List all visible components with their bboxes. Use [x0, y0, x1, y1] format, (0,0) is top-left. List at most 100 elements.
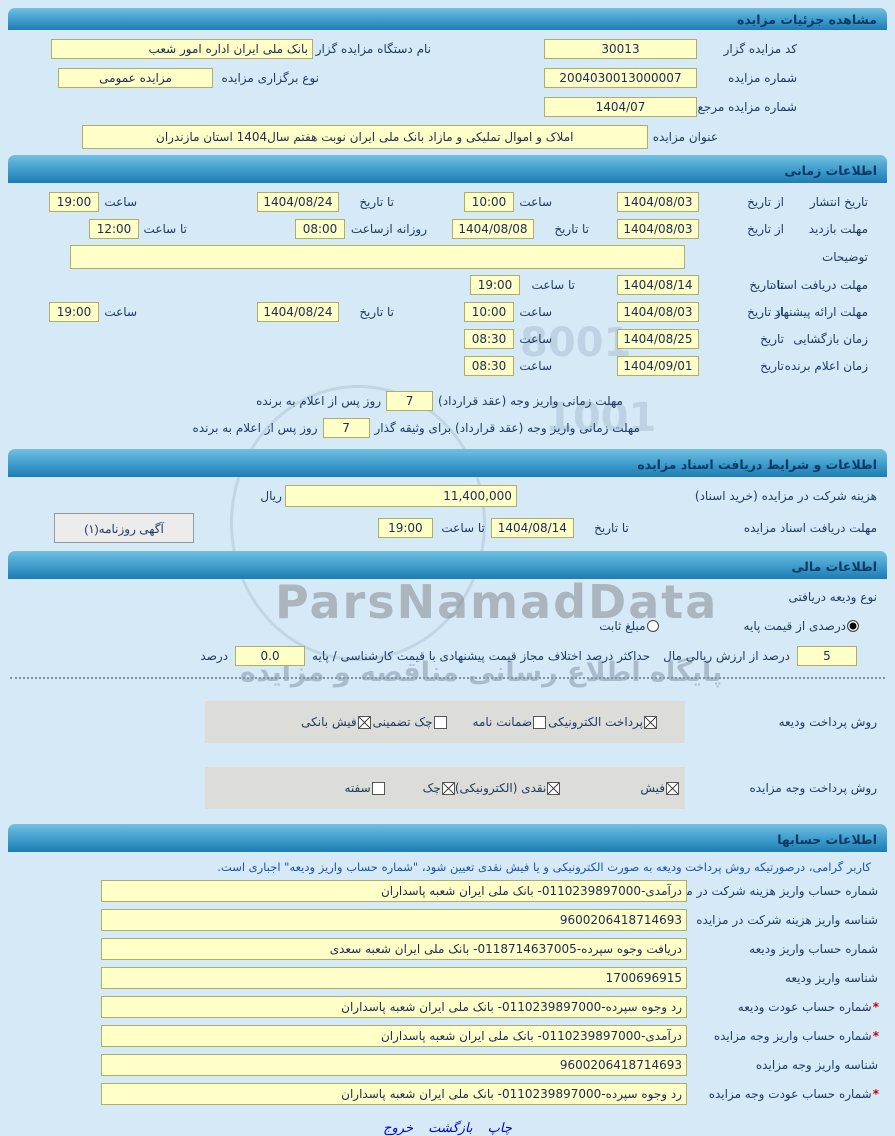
checkbox-cash-electronic-icon[interactable] — [547, 781, 561, 795]
checkbox-promissory-note-icon[interactable] — [371, 781, 385, 795]
account-row-field[interactable]: 9600206418714693 — [101, 1054, 687, 1076]
doc-deadline-date-field[interactable]: 1404/08/14 — [617, 274, 699, 295]
percent-row: 5 درصد از ارزش ریالی مال حداکثر درصد اخت… — [8, 645, 887, 667]
newspaper-ad-button[interactable]: آگهی روزنامه(۱) — [54, 513, 194, 543]
account-row-field[interactable]: درآمدی-0110239897000- بانک ملی ایران شعب… — [101, 1025, 687, 1047]
publish-from-date-field[interactable]: 1404/08/03 — [617, 191, 699, 212]
account-row: شماره حساب واریز هزینه شرکت در مزایده در… — [8, 880, 887, 902]
account-row-field[interactable]: درآمدی-0110239897000- بانک ملی ایران شعب… — [101, 880, 687, 902]
checkbox-cash-electronic-label[interactable]: نقدی (الکترونیکی) — [454, 781, 547, 795]
checkbox-check-label[interactable]: چک — [422, 781, 441, 795]
checkbox-receipt-icon[interactable] — [666, 781, 679, 795]
visit-from-time-field[interactable]: 08:00 — [295, 218, 345, 239]
notes-row: توضیحات — [8, 245, 887, 269]
account-row-field[interactable]: رد وجوه سپرده-0110239897000- بانک ملی ای… — [101, 996, 687, 1018]
offer-label: مهلت ارائه پیشنهاد — [774, 304, 868, 319]
checkbox-bank-receipt-icon[interactable] — [357, 715, 371, 729]
winner-date-field[interactable]: 1404/09/01 — [617, 355, 699, 376]
checkbox-guarantee-letter-label[interactable]: ضمانت نامه — [472, 715, 533, 729]
percent-label: درصد از ارزش ریالی مال — [663, 649, 790, 663]
radio-percent-of-base-icon[interactable] — [847, 620, 859, 632]
docs-deadline-time-field[interactable]: 19:00 — [377, 518, 433, 538]
account-row-field[interactable]: 1700696915 — [101, 967, 687, 989]
auction-type-label: نوع برگزاری مزایده — [221, 71, 319, 85]
deposit-delay-2-field[interactable]: 7 — [322, 418, 370, 438]
account-row-label: شناسه واریز وجه مزایده — [755, 1058, 878, 1072]
checkbox-promissory-note-label[interactable]: سفته — [344, 781, 371, 795]
visit-to-time-field[interactable]: 12:00 — [89, 218, 139, 239]
checkbox-bank-receipt-label[interactable]: فیش بانکی — [301, 715, 357, 729]
percent-value-field[interactable]: 5 — [797, 646, 857, 666]
fee-unit-label: ریال — [260, 489, 282, 503]
docs-deadline-label: مهلت دریافت اسناد مزایده — [743, 521, 877, 535]
account-row-label: *شماره حساب واریز وجه مزایده — [713, 1029, 879, 1043]
doc-deadline-hour-label: تا ساعت — [531, 277, 575, 292]
org-name-field[interactable]: بانک ملی ایران اداره امور شعب — [51, 39, 313, 59]
radio-percent-of-base-label[interactable]: درصدی از قیمت پایه — [743, 619, 846, 633]
deposit-delay-1-field[interactable]: 7 — [386, 391, 434, 411]
checkbox-electronic-payment-icon[interactable] — [644, 715, 657, 729]
ref-no-field[interactable]: 1404/07 — [544, 97, 697, 117]
winner-date-label: تاریخ — [760, 358, 784, 373]
account-row-field[interactable]: رد وجوه سپرده-0110239897000- بانک ملی ای… — [101, 1083, 687, 1105]
deposit-method-row: روش پرداخت ودیعه پرداخت الکترونیکی ضمانت… — [8, 701, 887, 743]
opening-date-label: تاریخ — [760, 331, 784, 346]
checkbox-check-icon[interactable] — [441, 781, 455, 795]
bidder-code-field[interactable]: 30013 — [544, 39, 697, 59]
docs-deadline-date-field[interactable]: 1404/08/14 — [490, 518, 574, 538]
footer: چاپ بازگشت خروج — [8, 1117, 887, 1136]
offer-hour2-label: ساعت — [104, 304, 137, 319]
checkbox-guarantee-letter-icon[interactable] — [533, 715, 547, 729]
publish-to-time-field[interactable]: 19:00 — [49, 191, 99, 212]
doc-deadline-time-field[interactable]: 19:00 — [470, 274, 520, 295]
radio-fixed-amount-label[interactable]: مبلغ ثابت — [599, 619, 646, 633]
publish-row: تاریخ انتشار از تاریخ 1404/08/03 ساعت 10… — [8, 191, 887, 212]
opening-time-field[interactable]: 08:30 — [464, 328, 514, 349]
winner-hour-label: ساعت — [519, 358, 552, 373]
publish-to-date-field[interactable]: 1404/08/24 — [257, 191, 339, 212]
winner-time-field[interactable]: 08:30 — [464, 355, 514, 376]
checkbox-certified-check-label[interactable]: چک تضمینی — [372, 715, 433, 729]
back-link[interactable]: بازگشت — [428, 1121, 473, 1136]
auction-type-field[interactable]: مزایده عمومی — [58, 68, 213, 88]
notes-field[interactable] — [70, 245, 685, 269]
offer-to-date-field[interactable]: 1404/08/24 — [257, 301, 339, 322]
account-row: شناسه واریز ودیعه 1700696915 — [8, 967, 887, 989]
checkbox-receipt-label[interactable]: فیش — [640, 781, 665, 795]
exit-link[interactable]: خروج — [383, 1121, 414, 1136]
checkbox-certified-check-icon[interactable] — [433, 715, 447, 729]
account-row-field[interactable]: 9600206418714693 — [101, 909, 687, 931]
max-diff-value-field[interactable]: 0.0 — [235, 646, 306, 666]
visit-from-date-field[interactable]: 1404/08/03 — [617, 218, 699, 239]
account-row: شناسه واریز وجه مزایده 9600206418714693 — [8, 1054, 887, 1076]
account-row: *شماره حساب عودت وجه مزایده رد وجوه سپرد… — [8, 1083, 887, 1105]
opening-date-field[interactable]: 1404/08/25 — [617, 328, 699, 349]
account-row-field[interactable]: دریافت وجوه سپرده-0118714637005- بانک مل… — [101, 938, 687, 960]
offer-from-date-field[interactable]: 1404/08/03 — [617, 301, 699, 322]
visit-to-date-field[interactable]: 1404/08/08 — [452, 218, 534, 239]
required-asterisk: * — [872, 1029, 879, 1043]
auction-title-field[interactable]: املاک و اموال تملیکی و مازاد بانک ملی ای… — [81, 125, 648, 149]
print-link[interactable]: چاپ — [487, 1121, 512, 1136]
opening-row: زمان بازگشایی تاریخ 1404/08/25 ساعت 08:3… — [8, 328, 887, 349]
deposit-delay-row-1: مهلت زمانی واریز وجه (عقد قرارداد) 7 روز… — [8, 390, 887, 412]
fee-label: هزینه شرکت در مزایده (خرید اسناد) — [694, 489, 877, 503]
opening-hour-label: ساعت — [519, 331, 552, 346]
radio-fixed-amount-icon[interactable] — [646, 620, 659, 632]
deposit-method-label: روش پرداخت ودیعه — [778, 715, 877, 729]
checkbox-electronic-payment-label[interactable]: پرداخت الکترونیکی — [548, 715, 643, 729]
fee-field[interactable]: 11,400,000 — [284, 485, 517, 507]
general-row-4: عنوان مزایده املاک و اموال تملیکی و مازا… — [8, 125, 887, 149]
publish-from-time-field[interactable]: 10:00 — [464, 191, 514, 212]
financial-section-title: اطلاعات مالی — [791, 559, 877, 574]
docs-deadline-date-label: تا تاریخ — [594, 521, 629, 535]
publish-from-label: از تاریخ — [747, 194, 784, 209]
publish-hour2-label: ساعت — [104, 194, 137, 209]
auction-no-field[interactable]: 2004030013000007 — [544, 68, 697, 88]
offer-from-time-field[interactable]: 10:00 — [464, 301, 514, 322]
accounts-section-title: اطلاعات حسابها — [777, 832, 877, 847]
visit-to-hour-label: تا ساعت — [143, 221, 187, 236]
offer-to-time-field[interactable]: 19:00 — [49, 301, 99, 322]
deposit-type-label: نوع ودیعه دریافتی — [788, 590, 877, 604]
